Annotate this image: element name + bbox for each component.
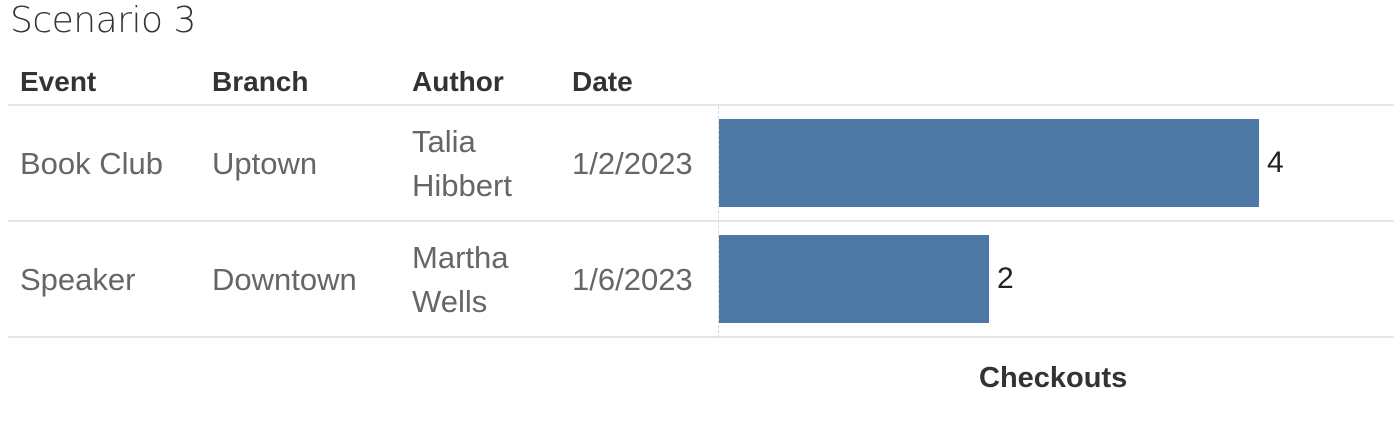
column-header-event[interactable]: Event bbox=[20, 66, 97, 97]
checkouts-bar[interactable] bbox=[719, 119, 1259, 207]
bar-value-label: 4 bbox=[1267, 146, 1284, 179]
column-header-date[interactable]: Date bbox=[572, 66, 633, 97]
author-cell-line1: Martha bbox=[412, 240, 509, 275]
author-cell-line2: Wells bbox=[412, 284, 488, 319]
author-cell-line2: Hibbert bbox=[412, 168, 512, 203]
axis-zero-line bbox=[718, 106, 719, 338]
bar-value-label: 2 bbox=[997, 262, 1014, 295]
header-divider bbox=[8, 104, 1394, 106]
date-cell: 1/2/2023 bbox=[572, 146, 693, 181]
author-cell-line1: Talia bbox=[412, 124, 476, 159]
row-divider bbox=[8, 220, 1394, 222]
branch-cell: Uptown bbox=[212, 146, 318, 181]
checkouts-bar[interactable] bbox=[719, 235, 989, 323]
column-header-branch[interactable]: Branch bbox=[212, 66, 309, 97]
branch-cell: Downtown bbox=[212, 262, 357, 297]
event-cell: Book Club bbox=[20, 146, 164, 181]
column-header-author[interactable]: Author bbox=[412, 66, 504, 97]
row-divider bbox=[8, 336, 1394, 338]
date-cell: 1/6/2023 bbox=[572, 262, 693, 297]
event-cell: Speaker bbox=[20, 262, 136, 297]
x-axis-label: Checkouts bbox=[979, 362, 1128, 394]
chart-title: Scenario 3 bbox=[10, 0, 196, 41]
